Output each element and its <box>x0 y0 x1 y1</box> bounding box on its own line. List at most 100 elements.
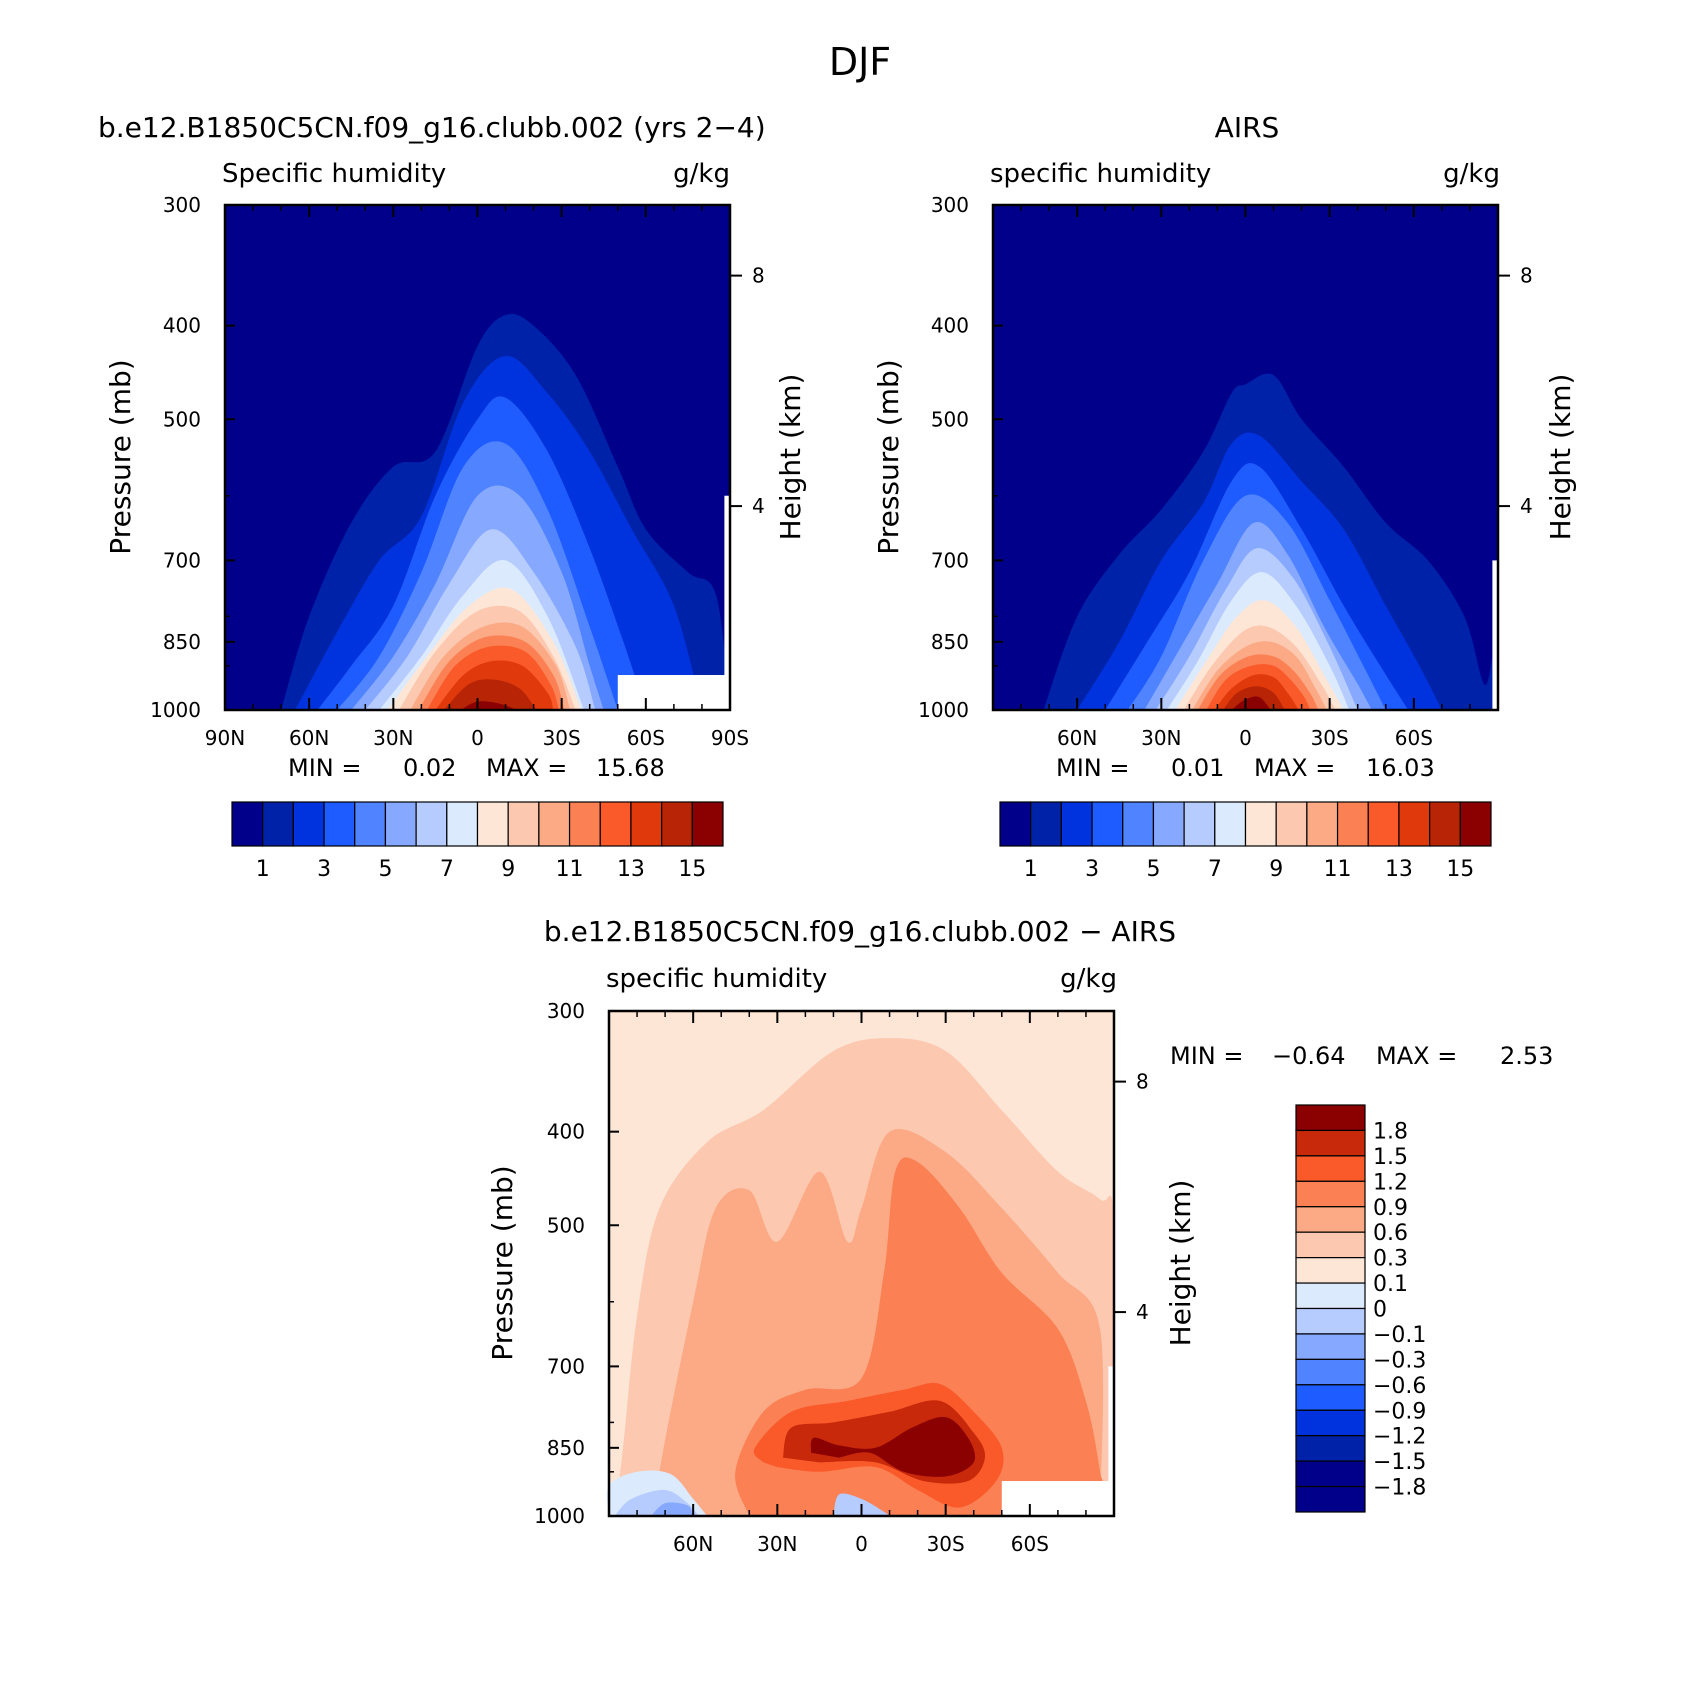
panel-model-colorbar: 1 3 5 7 9 11 13 15 <box>231 801 724 882</box>
colorbar-label: 7 <box>440 857 454 882</box>
y-tick-label: 700 <box>931 548 969 572</box>
y-tick-label: 400 <box>547 1120 585 1144</box>
x-tick-label: 90S <box>711 726 749 750</box>
colorbar-box <box>1295 1485 1366 1513</box>
colorbar-box <box>1244 801 1277 847</box>
x-tick-label: 60S <box>1011 1532 1049 1556</box>
colorbar-label: 1.2 <box>1373 1170 1408 1195</box>
colorbar-box <box>415 801 448 847</box>
colorbar-box <box>292 801 325 847</box>
colorbar-box <box>1459 801 1492 847</box>
colorbar-box <box>1152 801 1185 847</box>
x-tick-label: 60S <box>627 726 665 750</box>
missing-data-region <box>1108 1366 1114 1516</box>
y-tick-label: 850 <box>547 1436 585 1460</box>
panel-obs-units: g/kg <box>1443 159 1500 189</box>
colorbar-label: 1 <box>256 857 270 882</box>
y-tick-label: 1000 <box>534 1504 585 1528</box>
colorbar-box <box>1295 1231 1366 1259</box>
colorbar-label: 13 <box>617 857 645 882</box>
contour-fill-neg-0.6 <box>651 1502 694 1516</box>
colorbar-box <box>1183 801 1216 847</box>
panel-diff-ylabel: Pressure (mb) <box>486 1165 519 1360</box>
height-tick-label: 4 <box>1520 494 1533 518</box>
contour-fill-level-14 <box>443 679 537 710</box>
panel-obs-colorbar: 1 3 5 7 9 11 13 15 <box>999 801 1492 882</box>
panel-diff-variable: specific humidity <box>606 964 827 994</box>
colorbar-label: 11 <box>1324 857 1352 882</box>
colorbar-label: −0.3 <box>1373 1348 1426 1373</box>
y-tick-label: 300 <box>931 193 969 217</box>
colorbar-label: 15 <box>678 857 706 882</box>
colorbar-box <box>1030 801 1062 847</box>
colorbar-box <box>1295 1384 1366 1411</box>
colorbar-box <box>599 801 632 847</box>
panel-obs-max-label: MAX = <box>1254 754 1335 782</box>
colorbar-box <box>1295 1104 1366 1132</box>
colorbar-label: 0.3 <box>1373 1247 1408 1272</box>
x-tick-label: 30S <box>543 726 581 750</box>
colorbar-label: 3 <box>317 857 331 882</box>
colorbar-label: −0.6 <box>1373 1374 1426 1399</box>
x-tick-label: 30N <box>373 726 413 750</box>
panel-model-units: g/kg <box>673 159 730 189</box>
panel-diff-colorbar: 1.81.51.20.90.60.30.10−0.1−0.3−0.6−0.9−1… <box>1295 1104 1426 1513</box>
colorbar-box <box>1429 801 1461 847</box>
panel-obs-variable: specific humidity <box>990 159 1211 189</box>
colorbar-box <box>354 801 387 847</box>
height-tick-label: 4 <box>752 494 765 518</box>
height-tick-label: 8 <box>1136 1070 1149 1094</box>
panel-obs-min-value: 0.01 <box>1171 754 1224 782</box>
contour-fill-1.8 <box>810 1416 976 1477</box>
colorbar-label: 5 <box>378 857 392 882</box>
missing-data-region <box>1492 560 1498 710</box>
colorbar-box <box>323 801 356 847</box>
colorbar-box <box>1306 801 1339 847</box>
panel-diff: b.e12.B1850C5CN.f09_g16.clubb.002 − AIRS… <box>486 915 1553 1556</box>
contour-fill-level-15 <box>460 701 517 710</box>
colorbar-box <box>1295 1358 1366 1386</box>
panel-obs-ylabel: Pressure (mb) <box>872 359 905 554</box>
colorbar-box <box>1091 801 1124 847</box>
colorbar-label: 0 <box>1373 1298 1387 1323</box>
x-tick-label: 30N <box>757 1532 797 1556</box>
panel-obs-title: AIRS <box>1215 111 1280 144</box>
panel-model-min-label: MIN = <box>288 754 361 782</box>
y-tick-label: 700 <box>163 548 201 572</box>
x-tick-label: 0 <box>1239 726 1252 750</box>
colorbar-label: 1 <box>1024 857 1038 882</box>
panel-diff-units: g/kg <box>1060 964 1117 994</box>
colorbar-box <box>1295 1333 1366 1360</box>
colorbar-label: 0.6 <box>1373 1221 1408 1246</box>
y-tick-label: 500 <box>931 407 969 431</box>
height-tick-label: 4 <box>1136 1300 1149 1324</box>
x-tick-label: 30S <box>927 1532 965 1556</box>
colorbar-label: 1.8 <box>1373 1119 1408 1144</box>
y-tick-label: 700 <box>547 1354 585 1378</box>
panel-diff-plot: 300 400 500 700 850 1000 60N 30N 0 30S 60S 8 4 <box>534 999 1149 1556</box>
colorbar-label: 15 <box>1446 857 1474 882</box>
plot-frame <box>607 1009 1116 1518</box>
colorbar-box <box>1214 801 1247 847</box>
colorbar-box <box>661 801 693 847</box>
colorbar-label: −0.9 <box>1373 1399 1426 1424</box>
x-tick-label: 60N <box>1057 726 1097 750</box>
colorbar-box <box>1295 1206 1366 1233</box>
x-tick-label: 0 <box>471 726 484 750</box>
height-tick-label: 8 <box>752 264 765 288</box>
colorbar-box <box>1295 1435 1366 1462</box>
colorbar-box <box>1295 1129 1366 1157</box>
colorbar-label: 11 <box>556 857 584 882</box>
figure-title: DJF <box>829 40 891 84</box>
colorbar-box <box>1295 1307 1366 1335</box>
colorbar-box <box>262 801 294 847</box>
colorbar-box <box>1122 801 1155 847</box>
colorbar-label: −0.1 <box>1373 1323 1426 1348</box>
y-tick-label: 300 <box>547 999 585 1023</box>
colorbar-label: 7 <box>1208 857 1222 882</box>
y-tick-label: 850 <box>931 630 969 654</box>
colorbar-box <box>1398 801 1431 847</box>
y-tick-label: 1000 <box>150 698 201 722</box>
